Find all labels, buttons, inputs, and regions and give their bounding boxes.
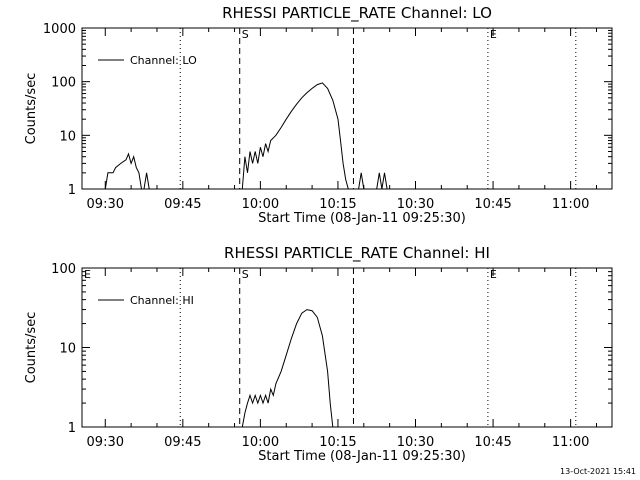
x-tick-label: 09:30	[87, 197, 124, 212]
series-line-1	[104, 82, 388, 190]
x-tick-label: 10:15	[319, 435, 356, 450]
x-tick-label: 11:00	[552, 197, 589, 212]
chart-title: RHESSI PARTICLE_RATE Channel: HI	[224, 244, 490, 263]
marker-label: E	[84, 268, 91, 281]
x-tick-label: 11:00	[552, 435, 589, 450]
y-tick-label: 100	[51, 262, 76, 277]
y-tick-label: 10	[59, 129, 76, 144]
legend-label: Channel: LO	[130, 54, 197, 67]
x-tick-label: 10:45	[474, 197, 511, 212]
x-axis-label: Start Time (08-Jan-11 09:25:30)	[258, 449, 466, 464]
timestamp: 13-Oct-2021 15:41	[560, 467, 636, 476]
x-tick-label: 10:30	[397, 435, 434, 450]
x-tick-label: 09:45	[164, 435, 201, 450]
chart-panel-1: RHESSI PARTICLE_RATE Channel: LO 1 10 100 10…	[24, 4, 613, 226]
marker-label: E	[490, 268, 497, 281]
legend-label: Channel: HI	[130, 294, 194, 307]
x-tick-label: 10:00	[242, 197, 279, 212]
y-tick-label: 1	[68, 421, 76, 436]
chart-panel-2: RHESSI PARTICLE_RATE Channel: HI 1 10 100 09…	[24, 244, 613, 464]
x-tick-label: 10:45	[474, 435, 511, 450]
y-tick-label: 1	[68, 183, 76, 198]
marker-label: S	[242, 268, 249, 281]
x-tick-label: 10:15	[319, 197, 356, 212]
series-line-1	[241, 309, 334, 428]
marker-label: E	[490, 28, 497, 41]
plot-frame	[81, 27, 613, 190]
y-tick-label: 1000	[43, 22, 76, 37]
x-tick-label: 09:30	[87, 435, 124, 450]
x-axis-label: Start Time (08-Jan-11 09:25:30)	[258, 211, 466, 226]
x-tick-label: 09:45	[164, 197, 201, 212]
marker-label: S	[242, 28, 249, 41]
y-axis-label: Counts/sec	[24, 73, 39, 145]
y-axis-label: Counts/sec	[24, 312, 39, 384]
y-tick-label: 10	[59, 342, 76, 357]
y-tick-label: 100	[51, 76, 76, 91]
x-tick-label: 10:30	[397, 197, 434, 212]
chart-title: RHESSI PARTICLE_RATE Channel: LO	[222, 4, 492, 23]
x-tick-label: 10:00	[242, 435, 279, 450]
